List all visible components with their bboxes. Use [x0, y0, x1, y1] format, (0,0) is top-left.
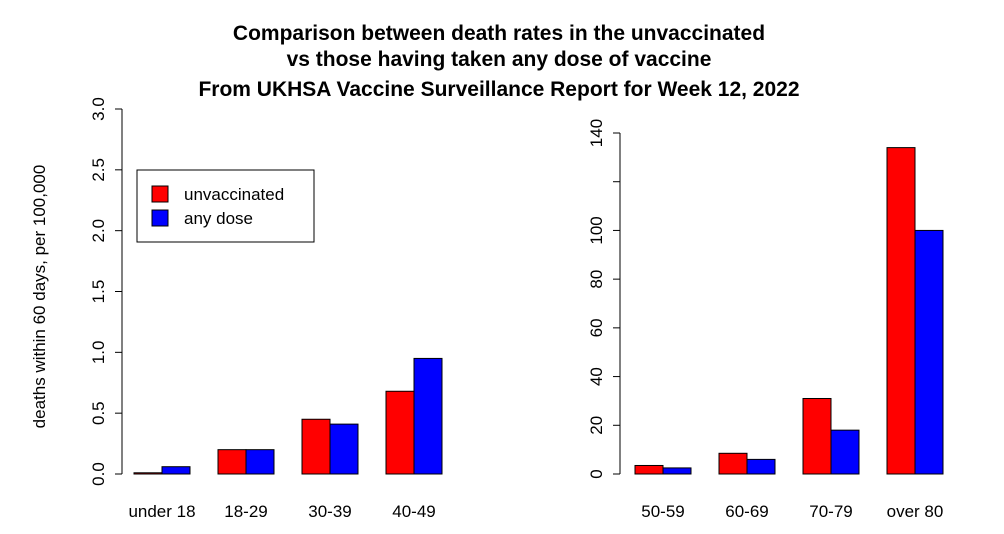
y-tick-label: 3.0	[89, 97, 108, 121]
y-tick-label: 0.0	[89, 462, 108, 486]
legend-swatch-unvaccinated	[151, 185, 169, 203]
bar-any-dose-18-29	[245, 449, 275, 475]
bar-any-dose-under-18	[161, 466, 191, 475]
legend-label-any-dose: any dose	[184, 209, 253, 228]
bar-unvaccinated-60-69	[718, 452, 748, 475]
bar-unvaccinated-70-79	[802, 397, 832, 475]
y-tick-label: 140	[587, 119, 606, 147]
bar-any-dose-30-39	[329, 423, 359, 475]
bar-any-dose-70-79	[830, 429, 860, 475]
y-tick-label: 1.5	[89, 280, 108, 304]
left-panel: 0.0 0.5 1.0 1.5 2.0 2.5 3.0 deaths within 60 da…	[30, 97, 443, 521]
y-tick-label: 100	[587, 216, 606, 244]
x-tick-label: under 18	[128, 502, 195, 521]
y-tick-label: 80	[587, 270, 606, 289]
bar-unvaccinated-50-59	[634, 464, 664, 475]
bar-unvaccinated-30-39	[301, 418, 331, 475]
x-tick-label: 70-79	[809, 502, 852, 521]
bar-unvaccinated-40-49	[385, 390, 415, 475]
legend-box	[136, 169, 315, 243]
x-tick-label: 50-59	[641, 502, 684, 521]
x-tick-label: 40-49	[392, 502, 435, 521]
y-axis-label: deaths within 60 days, per 100,000	[30, 165, 49, 429]
bar-any-dose-50-59	[662, 467, 692, 475]
bar-unvaccinated-18-29	[217, 449, 247, 475]
y-tick-label: 2.5	[89, 158, 108, 182]
y-tick-label: 1.0	[89, 341, 108, 365]
y-tick-label: 0.5	[89, 401, 108, 425]
y-tick-label: 40	[587, 367, 606, 386]
x-tick-label: 30-39	[308, 502, 351, 521]
y-tick-label: 20	[587, 416, 606, 435]
y-tick-label: 0	[587, 469, 606, 478]
bar-unvaccinated-over-80	[886, 147, 916, 475]
bar-any-dose-40-49	[413, 357, 443, 475]
bar-any-dose-over-80	[914, 229, 944, 475]
title-line-1: Comparison between death rates in the un…	[233, 22, 765, 45]
right-panel: 0 20 40 60 80 100 140 50-59 60-69 70-79 over 80	[587, 119, 944, 521]
x-tick-label: 18-29	[224, 502, 267, 521]
x-tick-label: over 80	[887, 502, 944, 521]
legend-swatch-any-dose	[151, 209, 169, 227]
title-line-2: vs those having taken any dose of vaccin…	[287, 48, 712, 71]
chart-title: Comparison between death rates in the un…	[198, 22, 799, 101]
y-tick-label: 60	[587, 318, 606, 337]
y-tick-label: 2.0	[89, 219, 108, 243]
legend-label-unvaccinated: unvaccinated	[184, 185, 284, 204]
bar-any-dose-60-69	[746, 458, 776, 475]
bar-unvaccinated-under-18	[133, 472, 163, 475]
title-line-3: From UKHSA Vaccine Surveillance Report f…	[198, 78, 799, 101]
x-tick-label: 60-69	[725, 502, 768, 521]
legend: unvaccinated any dose	[136, 169, 315, 243]
